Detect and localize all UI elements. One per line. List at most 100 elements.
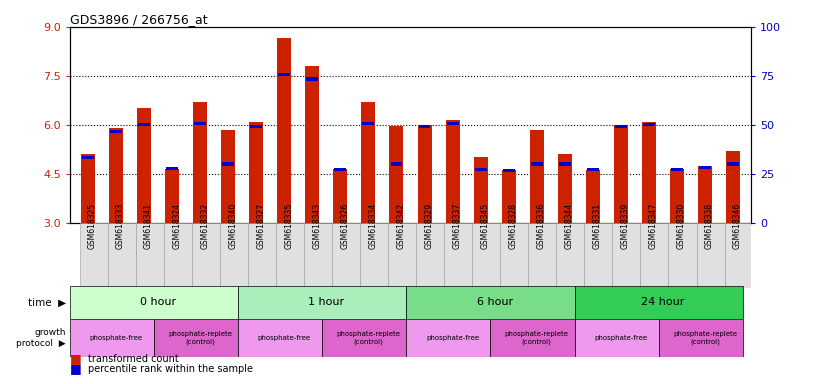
- Bar: [306, 78, 319, 81]
- FancyBboxPatch shape: [575, 319, 658, 357]
- Bar: [474, 157, 488, 223]
- Text: GSM618338: GSM618338: [705, 203, 714, 249]
- Bar: [585, 170, 600, 223]
- Text: GSM618347: GSM618347: [649, 203, 658, 249]
- Text: phosphate-free: phosphate-free: [258, 335, 311, 341]
- Text: GSM618337: GSM618337: [452, 203, 461, 249]
- Bar: [250, 121, 264, 223]
- Text: time  ▶: time ▶: [28, 297, 66, 308]
- Bar: [419, 125, 430, 128]
- Bar: [81, 154, 95, 223]
- Text: GSM618340: GSM618340: [228, 203, 237, 249]
- Bar: [109, 128, 123, 223]
- FancyBboxPatch shape: [80, 223, 108, 288]
- FancyBboxPatch shape: [406, 286, 575, 319]
- Text: 24 hour: 24 hour: [641, 297, 685, 308]
- FancyBboxPatch shape: [406, 319, 490, 357]
- Bar: [361, 102, 375, 223]
- FancyBboxPatch shape: [304, 223, 332, 288]
- Text: GSM618326: GSM618326: [341, 203, 350, 249]
- FancyBboxPatch shape: [238, 286, 406, 319]
- Bar: [447, 121, 458, 125]
- FancyBboxPatch shape: [490, 319, 575, 357]
- Bar: [278, 73, 291, 76]
- Bar: [475, 168, 487, 172]
- Bar: [333, 169, 347, 223]
- FancyBboxPatch shape: [668, 223, 696, 288]
- Bar: [334, 168, 346, 172]
- Text: GSM618332: GSM618332: [200, 203, 209, 249]
- Text: ■: ■: [70, 362, 81, 375]
- Bar: [446, 120, 460, 223]
- FancyBboxPatch shape: [528, 223, 557, 288]
- Bar: [530, 162, 543, 166]
- Text: 1 hour: 1 hour: [309, 297, 345, 308]
- Text: GSM618330: GSM618330: [677, 203, 686, 249]
- Text: GSM618341: GSM618341: [144, 203, 153, 249]
- Bar: [726, 151, 740, 223]
- Bar: [363, 121, 374, 125]
- Text: percentile rank within the sample: percentile rank within the sample: [88, 364, 253, 374]
- FancyBboxPatch shape: [322, 319, 406, 357]
- Bar: [671, 168, 683, 172]
- Bar: [138, 123, 150, 126]
- FancyBboxPatch shape: [640, 223, 668, 288]
- Text: GSM618324: GSM618324: [172, 203, 181, 249]
- Bar: [389, 126, 403, 223]
- Text: GSM618334: GSM618334: [369, 203, 378, 249]
- Text: transformed count: transformed count: [88, 354, 179, 364]
- Text: phosphate-replete
(control): phosphate-replete (control): [337, 331, 401, 345]
- Bar: [82, 156, 94, 159]
- Bar: [670, 169, 684, 223]
- FancyBboxPatch shape: [500, 223, 528, 288]
- FancyBboxPatch shape: [575, 286, 743, 319]
- Bar: [418, 125, 432, 223]
- Bar: [502, 170, 516, 223]
- FancyBboxPatch shape: [163, 223, 192, 288]
- Bar: [559, 162, 571, 166]
- Text: phosphate-replete
(control): phosphate-replete (control): [168, 331, 232, 345]
- Text: growth
protocol  ▶: growth protocol ▶: [16, 328, 66, 348]
- Bar: [530, 130, 544, 223]
- Text: GSM618339: GSM618339: [621, 203, 630, 249]
- Text: GSM618344: GSM618344: [565, 203, 574, 249]
- Bar: [222, 162, 234, 166]
- Bar: [165, 169, 179, 223]
- FancyBboxPatch shape: [388, 223, 416, 288]
- FancyBboxPatch shape: [70, 319, 154, 357]
- Text: GSM618329: GSM618329: [424, 203, 433, 249]
- Bar: [250, 125, 262, 128]
- Bar: [305, 66, 319, 223]
- FancyBboxPatch shape: [472, 223, 500, 288]
- FancyBboxPatch shape: [108, 223, 135, 288]
- FancyBboxPatch shape: [192, 223, 220, 288]
- Bar: [642, 121, 656, 223]
- Bar: [557, 154, 571, 223]
- FancyBboxPatch shape: [276, 223, 304, 288]
- Bar: [277, 38, 291, 223]
- Text: 0 hour: 0 hour: [140, 297, 177, 308]
- Bar: [643, 123, 655, 126]
- Bar: [502, 169, 515, 172]
- FancyBboxPatch shape: [557, 223, 585, 288]
- Text: GSM618335: GSM618335: [284, 203, 293, 249]
- Text: GSM618333: GSM618333: [116, 203, 125, 249]
- Text: GSM618331: GSM618331: [593, 203, 602, 249]
- Bar: [195, 121, 206, 125]
- FancyBboxPatch shape: [416, 223, 444, 288]
- Bar: [137, 109, 151, 223]
- FancyBboxPatch shape: [696, 223, 725, 288]
- Text: phosphate-replete
(control): phosphate-replete (control): [505, 331, 569, 345]
- Text: phosphate-replete
(control): phosphate-replete (control): [673, 331, 737, 345]
- Bar: [699, 166, 711, 169]
- Text: phosphate-free: phosphate-free: [594, 335, 648, 341]
- FancyBboxPatch shape: [220, 223, 248, 288]
- FancyBboxPatch shape: [444, 223, 472, 288]
- Text: GSM618343: GSM618343: [312, 203, 321, 249]
- Bar: [110, 130, 122, 133]
- Bar: [727, 162, 739, 166]
- FancyBboxPatch shape: [658, 319, 743, 357]
- FancyBboxPatch shape: [360, 223, 388, 288]
- Bar: [221, 130, 236, 223]
- FancyBboxPatch shape: [154, 319, 238, 357]
